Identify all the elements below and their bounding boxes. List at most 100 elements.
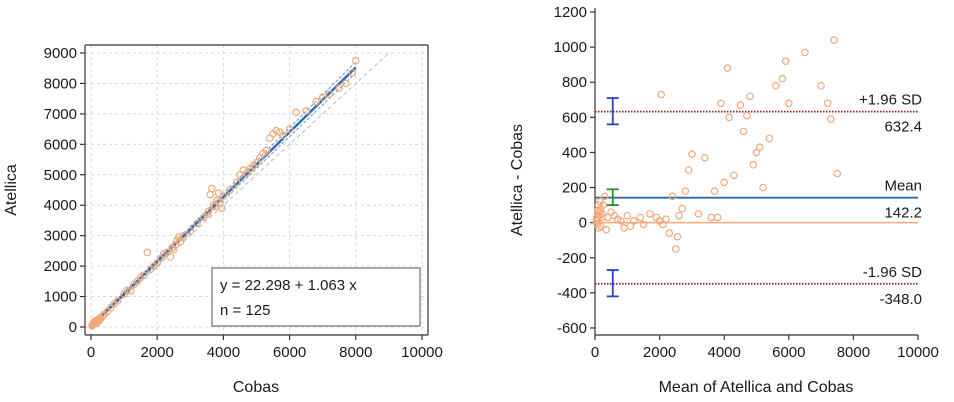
right-y-tick-label: -200 xyxy=(557,250,587,267)
data-point xyxy=(659,220,667,229)
left-x-tick-label: 4000 xyxy=(207,344,240,361)
line-value: 142.2 xyxy=(884,205,922,222)
data-point xyxy=(620,224,628,232)
left-y-tick-label: 4000 xyxy=(44,197,77,214)
data-point xyxy=(140,271,148,280)
data-point xyxy=(772,81,780,90)
right-y-tick-label: -600 xyxy=(557,320,587,337)
data-point xyxy=(204,207,213,216)
left-y-tick-label: 2000 xyxy=(44,258,77,275)
data-point xyxy=(657,90,666,99)
line-label: Mean xyxy=(884,178,922,195)
right-line-labels: +1.96 SD 632.4 Mean 142.2 -1.96 SD -348.0 xyxy=(859,92,922,308)
left-x-tick-label: 10000 xyxy=(401,344,443,361)
left-y-tick-label: 3000 xyxy=(44,228,77,245)
data-point xyxy=(736,101,745,109)
data-point xyxy=(123,286,132,295)
right-y-tick-label: 1200 xyxy=(554,4,587,21)
left-gridlines xyxy=(85,45,428,335)
data-point xyxy=(746,92,754,101)
right-ticks: 0 2000 4000 6000 8000 10000 -600 -400 -200 0 200 40… xyxy=(554,4,939,361)
data-point xyxy=(665,229,674,238)
right-error-bars xyxy=(606,97,619,298)
right-x-axis-title: Mean of Atellica and Cobas xyxy=(659,379,854,396)
data-point xyxy=(597,222,605,230)
data-point xyxy=(646,210,654,218)
data-point xyxy=(193,219,201,228)
identity-line xyxy=(90,52,390,328)
data-point xyxy=(279,131,287,140)
data-point xyxy=(179,231,188,240)
data-point xyxy=(623,211,632,220)
line-value: -348.0 xyxy=(879,291,922,308)
data-point xyxy=(629,217,638,225)
data-point xyxy=(752,148,761,157)
right-y-tick-label: 1000 xyxy=(554,39,587,56)
data-point xyxy=(739,127,748,136)
data-point xyxy=(206,190,214,199)
data-point xyxy=(602,225,611,234)
data-point xyxy=(302,107,310,115)
left-y-tick-label: 6000 xyxy=(44,136,77,153)
data-point xyxy=(694,210,703,218)
data-point xyxy=(617,217,625,225)
data-point xyxy=(759,183,767,192)
left-ticks: 0 2000 4000 6000 8000 10000 0 1000 2000 3000 4000 5… xyxy=(44,45,443,361)
right-x-tick-label: 4000 xyxy=(708,344,741,361)
data-point xyxy=(208,184,216,193)
bland-altman-panel: 0 2000 4000 6000 8000 10000 -600 -400 -200 0 200 40… xyxy=(509,4,939,396)
regression-annotation-box xyxy=(211,267,421,327)
data-point xyxy=(710,187,719,195)
data-point xyxy=(325,90,334,98)
left-points xyxy=(88,56,360,330)
data-point xyxy=(743,111,751,120)
data-point xyxy=(351,56,360,65)
left-x-tick-label: 8000 xyxy=(339,344,372,361)
data-point xyxy=(823,99,832,108)
right-x-tick-label: 6000 xyxy=(772,344,805,361)
data-point xyxy=(285,125,294,133)
data-point xyxy=(292,108,301,117)
right-x-tick-label: 10000 xyxy=(897,344,939,361)
data-point xyxy=(217,204,226,213)
data-point xyxy=(668,192,677,201)
data-point xyxy=(765,134,774,143)
data-point xyxy=(681,187,690,195)
data-point xyxy=(113,297,122,305)
data-point xyxy=(678,204,687,213)
regression-equation: y = 22.298 + 1.063 x xyxy=(220,277,357,294)
data-point xyxy=(262,146,271,155)
data-point xyxy=(707,213,716,222)
data-point xyxy=(720,178,729,187)
data-point xyxy=(596,208,604,216)
data-point xyxy=(688,150,696,159)
data-point xyxy=(169,245,178,254)
data-point xyxy=(755,143,764,151)
data-point xyxy=(801,48,809,57)
data-point xyxy=(348,68,357,77)
right-y-tick-label: 800 xyxy=(562,74,587,91)
right-y-axis-title: Atellica - Cobas xyxy=(509,124,526,236)
data-point xyxy=(593,220,602,229)
right-points xyxy=(592,36,842,253)
left-y-axis-title: Atellica xyxy=(3,164,20,216)
data-point xyxy=(598,210,606,218)
data-point xyxy=(730,171,738,180)
lower-ci-line xyxy=(90,72,357,328)
left-x-tick-label: 0 xyxy=(87,344,95,361)
line-value: 632.4 xyxy=(884,119,922,136)
left-x-tick-label: 6000 xyxy=(273,344,306,361)
data-point xyxy=(226,186,234,194)
left-y-tick-label: 1000 xyxy=(44,289,77,306)
line-label: +1.96 SD xyxy=(859,92,922,109)
data-point xyxy=(599,201,607,209)
data-point xyxy=(784,99,793,108)
data-point xyxy=(98,312,107,320)
right-y-tick-label: 0 xyxy=(579,215,587,232)
right-y-tick-label: 600 xyxy=(562,109,587,126)
right-x-tick-label: 0 xyxy=(591,344,599,361)
data-point xyxy=(176,237,185,246)
right-y-tick-label: -400 xyxy=(557,285,587,302)
data-point xyxy=(595,224,603,232)
